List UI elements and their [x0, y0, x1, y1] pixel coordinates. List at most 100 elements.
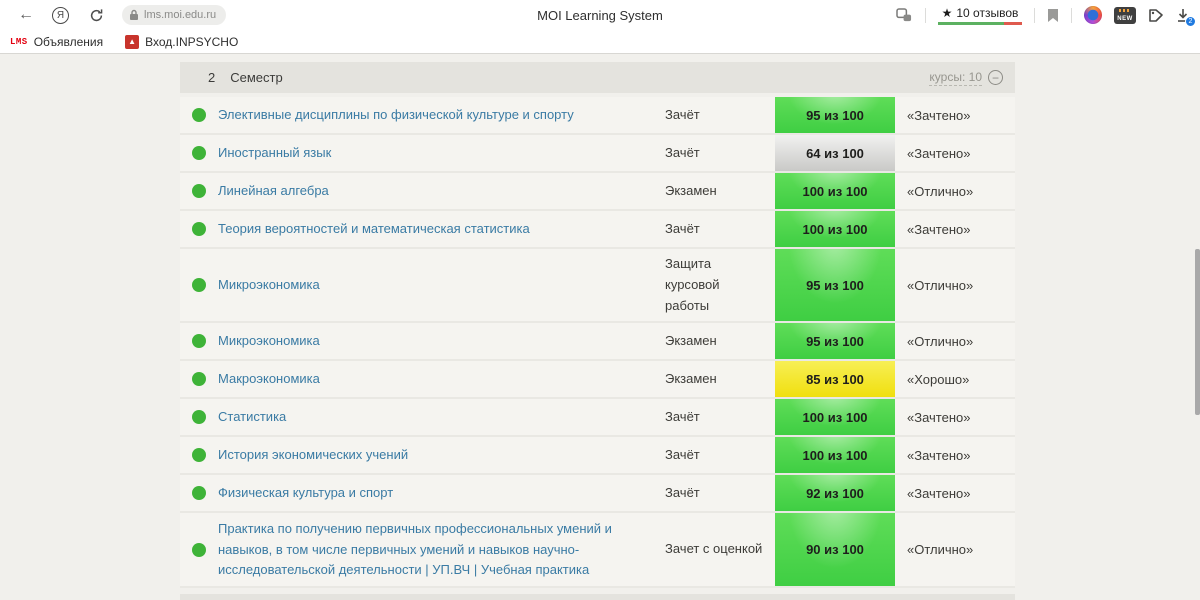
grade-text: «Отлично»: [907, 183, 974, 199]
table-row: История экономических учений Зачёт 100 и…: [180, 437, 1015, 476]
bookmarks-bar: LMS Объявления ▲ Вход.INPSYCHO: [0, 30, 1200, 54]
collapse-icon[interactable]: −: [988, 70, 1003, 85]
bookmark-label: Объявления: [33, 34, 104, 49]
grade-text: «Зачтено»: [907, 409, 971, 425]
course-link[interactable]: Практика по получению первичных професси…: [218, 521, 612, 577]
assessment-type: Зачёт: [665, 220, 700, 236]
score-cell: 95 из 100: [775, 249, 895, 322]
rating-bar: [938, 21, 1022, 25]
status-dot-icon: [192, 448, 206, 463]
assessment-type: Экзамен: [665, 332, 717, 348]
assessment-type: Зачёт: [665, 144, 700, 160]
status-dot-cell: [180, 211, 218, 247]
extension-browser-icon[interactable]: [1084, 6, 1102, 24]
extension-tag-icon[interactable]: [1148, 8, 1164, 23]
semester-2-header: 2 Семестр курсы: 10 −: [180, 62, 1015, 93]
page-body: 2 Семестр курсы: 10 − Элективные дисципл…: [0, 54, 1200, 600]
refresh-icon[interactable]: [89, 8, 104, 23]
bookmark-flag-icon[interactable]: [1047, 8, 1059, 23]
extension-new-icon[interactable]: NEW: [1114, 6, 1136, 24]
status-dot-cell: [180, 173, 218, 209]
page-title: MOI Learning System: [537, 7, 663, 23]
status-dot-cell: [180, 513, 218, 585]
score-cell: 95 из 100: [775, 97, 895, 133]
browser-toolbar: ← Я lms.moi.edu.ru MOI Learning System ★…: [0, 0, 1200, 30]
table-row: Теория вероятностей и математическая ста…: [180, 211, 1015, 249]
status-dot-icon: [192, 542, 206, 557]
course-link[interactable]: Статистика: [218, 409, 287, 425]
table-row: Микроэкономика Защита курсовой работы 95…: [180, 249, 1015, 324]
course-link[interactable]: Теория вероятностей и математическая ста…: [218, 220, 530, 236]
grades-table: 2 Семестр курсы: 10 − Элективные дисципл…: [180, 62, 1015, 600]
status-dot-cell: [180, 97, 218, 133]
course-link[interactable]: Иностранный язык: [218, 144, 332, 160]
table-row: Физическая культура и спорт Зачёт 92 из …: [180, 475, 1015, 514]
status-dot-icon: [192, 184, 206, 198]
score-cell: 90 из 100: [775, 513, 895, 586]
grade-text: «Отлично»: [907, 277, 974, 293]
lms-favicon: LMS: [10, 36, 28, 47]
grade-text: «Отлично»: [907, 333, 974, 349]
status-dot-icon: [192, 278, 206, 293]
semester-3-header: 3 Семестр курсы: 10 +: [180, 593, 1015, 600]
status-dot-cell: [180, 437, 218, 473]
rating-label: 10 отзывов: [956, 5, 1019, 20]
grade-text: «Зачтено»: [907, 145, 971, 161]
assessment-type: Зачёт: [665, 106, 700, 122]
new-icon-decoration: [1119, 8, 1131, 12]
table-row: Макроэкономика Экзамен 85 из 100 «Хорошо…: [180, 361, 1015, 400]
site-rating[interactable]: ★ 10 отзывов: [938, 6, 1022, 25]
status-dot-cell: [180, 135, 218, 171]
course-link[interactable]: История экономических учений: [218, 447, 409, 463]
assessment-type: Защита курсовой работы: [665, 256, 720, 313]
back-icon[interactable]: ←: [18, 6, 34, 23]
assessment-type: Зачёт: [665, 446, 700, 462]
bookmark-announcements[interactable]: LMS Объявления: [10, 35, 103, 49]
collections-icon[interactable]: [896, 7, 913, 23]
download-count-badge: 2: [1185, 15, 1196, 27]
status-dot-icon: [192, 372, 206, 387]
separator: [925, 7, 926, 23]
new-badge-text: NEW: [1117, 15, 1133, 22]
table-row: Микроэкономика Экзамен 95 из 100 «Отличн…: [180, 323, 1015, 362]
yandex-icon[interactable]: Я: [52, 6, 69, 24]
status-dot-icon: [192, 146, 206, 160]
grade-text: «Зачтено»: [907, 485, 971, 501]
lock-icon: [130, 9, 138, 20]
vertical-scrollbar[interactable]: [1195, 249, 1200, 415]
star-icon: ★: [941, 5, 953, 20]
status-dot-icon: [192, 334, 206, 349]
address-bar[interactable]: lms.moi.edu.ru: [122, 5, 227, 25]
inpsycho-favicon: ▲: [125, 34, 140, 49]
table-row: Статистика Зачёт 100 из 100 «Зачтено»: [180, 399, 1015, 438]
downloads-icon[interactable]: 2: [1176, 8, 1196, 27]
bookmark-inpsycho[interactable]: ▲ Вход.INPSYCHO: [125, 34, 238, 49]
courses-count-link[interactable]: курсы: 10: [929, 69, 982, 86]
course-link[interactable]: Микроэкономика: [218, 277, 320, 293]
table-row: Элективные дисциплины по физической куль…: [180, 97, 1015, 135]
grade-text: «Отлично»: [907, 542, 974, 558]
status-dot-icon: [192, 108, 206, 122]
score-cell: 100 из 100: [775, 437, 895, 474]
table-row: Иностранный язык Зачёт 64 из 100 «Зачтен…: [180, 135, 1015, 173]
score-cell: 95 из 100: [775, 323, 895, 360]
status-dot-icon: [192, 222, 206, 236]
course-link[interactable]: Микроэкономика: [218, 333, 320, 349]
status-dot-cell: [180, 475, 218, 511]
assessment-type: Зачёт: [665, 408, 700, 424]
separator: [1071, 7, 1072, 23]
status-dot-cell: [180, 399, 218, 435]
separator: [1034, 7, 1035, 23]
course-link[interactable]: Элективные дисциплины по физической куль…: [218, 106, 574, 122]
course-link[interactable]: Линейная алгебра: [218, 182, 329, 198]
url-text: lms.moi.edu.ru: [144, 9, 217, 21]
status-dot-cell: [180, 361, 218, 397]
course-link[interactable]: Макроэкономика: [218, 371, 320, 387]
course-list: Элективные дисциплины по физической куль…: [180, 97, 1015, 588]
table-row: Практика по получению первичных професси…: [180, 513, 1015, 588]
assessment-type: Зачет с оценкой: [665, 541, 763, 557]
grade-text: «Хорошо»: [907, 371, 970, 387]
status-dot-icon: [192, 486, 206, 501]
course-link[interactable]: Физическая культура и спорт: [218, 485, 394, 501]
semester-number: 2: [208, 70, 216, 85]
